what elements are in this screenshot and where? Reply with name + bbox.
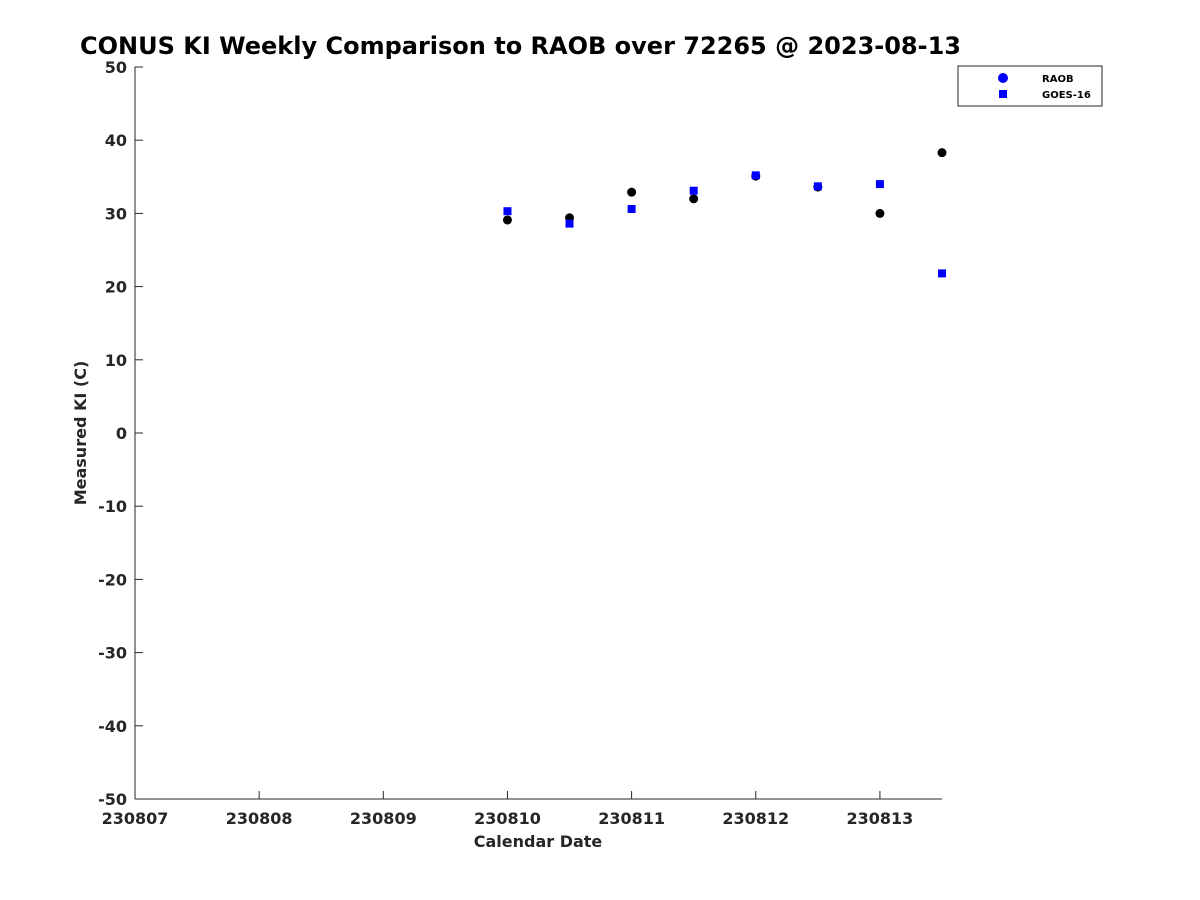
legend-label-raob: RAOB — [1042, 74, 1074, 85]
y-tick-label: 30 — [105, 204, 127, 223]
y-axis-label: Measured KI (C) — [71, 361, 90, 506]
goes-16-point — [627, 205, 636, 214]
x-axis-label: Calendar Date — [474, 832, 603, 851]
goes-16-point — [751, 171, 760, 180]
legend-marker-raob — [998, 73, 1008, 83]
goes-16-point — [875, 180, 884, 189]
legend-box — [957, 65, 1103, 107]
goes-16-point — [689, 186, 698, 195]
y-tick-label: -50 — [98, 790, 127, 809]
y-tick-label: -40 — [98, 717, 127, 736]
y-tick-label: 20 — [105, 278, 127, 297]
x-tick-label: 230812 — [722, 809, 789, 828]
x-ticks: 230807 230808 230809 230810 230811 230812 2308… — [102, 791, 914, 828]
raob-point — [627, 187, 637, 197]
goes-16-point — [938, 269, 946, 278]
y-tick-label: 10 — [105, 351, 127, 370]
goes-16-point — [813, 182, 822, 191]
legend-label-goes-16: GOES-16 — [1042, 90, 1091, 101]
y-tick-label: 50 — [105, 58, 127, 77]
x-tick-label: 230807 — [102, 809, 169, 828]
chart-title: CONUS KI Weekly Comparison to RAOB over … — [80, 32, 961, 60]
legend: RAOB GOES-16 — [957, 65, 1103, 107]
x-tick-label: 230811 — [598, 809, 665, 828]
y-tick-label: -10 — [98, 497, 127, 516]
raob-point — [875, 208, 885, 218]
y-ticks: 50 40 30 20 10 0 -10 -20 -30 -40 -50 — [98, 58, 143, 809]
y-tick-label: 40 — [105, 131, 127, 150]
goes-16-point — [503, 207, 512, 216]
x-tick-label: 230810 — [474, 809, 541, 828]
axes — [134, 67, 942, 800]
y-tick-label: -20 — [98, 570, 127, 589]
raob-point — [502, 215, 512, 225]
data-points — [502, 148, 947, 278]
y-tick-label: 0 — [116, 424, 127, 443]
x-tick-label: 230809 — [350, 809, 417, 828]
x-tick-label: 230808 — [226, 809, 293, 828]
goes-16-point — [565, 219, 574, 228]
raob-point — [689, 194, 699, 204]
raob-point — [937, 148, 947, 158]
legend-marker-goes-16 — [999, 90, 1007, 98]
y-tick-label: -30 — [98, 644, 127, 663]
x-tick-label: 230813 — [847, 809, 914, 828]
